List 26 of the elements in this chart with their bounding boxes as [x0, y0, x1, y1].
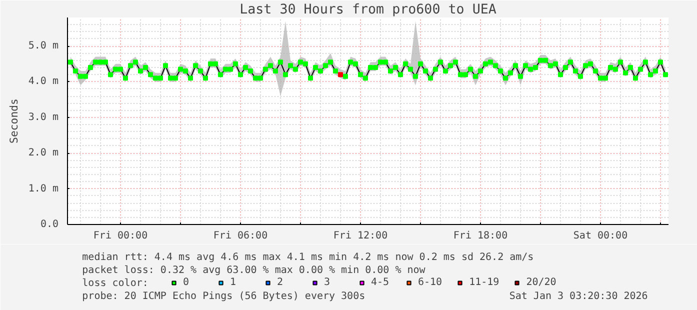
y-tick-label: 3.0 m: [28, 112, 59, 123]
chart-title: Last 30 Hours from pro600 to UEA: [240, 2, 496, 18]
x-tick-label: Fri 12:00: [333, 230, 388, 242]
text: probe: 20 ICMP Echo Pings (56 Bytes) every 300s: [82, 291, 366, 302]
legend-title: loss color:: [82, 278, 148, 289]
text: Sat Jan 3 03:20:30 2026: [509, 291, 648, 302]
legend-label: 2: [277, 277, 284, 288]
y-tick-label: 5.0 m: [28, 40, 59, 52]
legend-label: 3: [324, 277, 332, 288]
text: median rtt: 4.4 ms avg 4.6 ms max 4.1 ms min 4.2 ms now 0.2 ms sd 26.2 am/s: [82, 252, 534, 263]
x-tick-label: Sat 00:00: [573, 230, 628, 242]
x-tick-label: Fri 06:00: [213, 230, 268, 242]
y-tick-label: 4.0 m: [28, 76, 59, 88]
legend-label: 0: [183, 277, 190, 288]
x-tick-label: Fri 18:00: [453, 230, 508, 242]
legend-label: 6-10: [418, 277, 442, 288]
legend-label: 4-5: [371, 277, 390, 288]
text: packet loss: 0.32 % avg 63.00 % max 0.00 % min 0.00 % now: [82, 265, 426, 276]
y-tick-label: 1.0 m: [28, 183, 59, 194]
legend-label: 1: [230, 277, 238, 288]
y-axis-title: Seconds: [7, 98, 20, 144]
x-tick-label: Fri 00:00: [93, 230, 148, 242]
legend-label: 20/20: [526, 277, 556, 288]
y-tick-label: 0.0: [40, 219, 58, 230]
legend-label: 11-19: [469, 277, 500, 288]
y-tick-label: 2.0 m: [28, 148, 59, 159]
